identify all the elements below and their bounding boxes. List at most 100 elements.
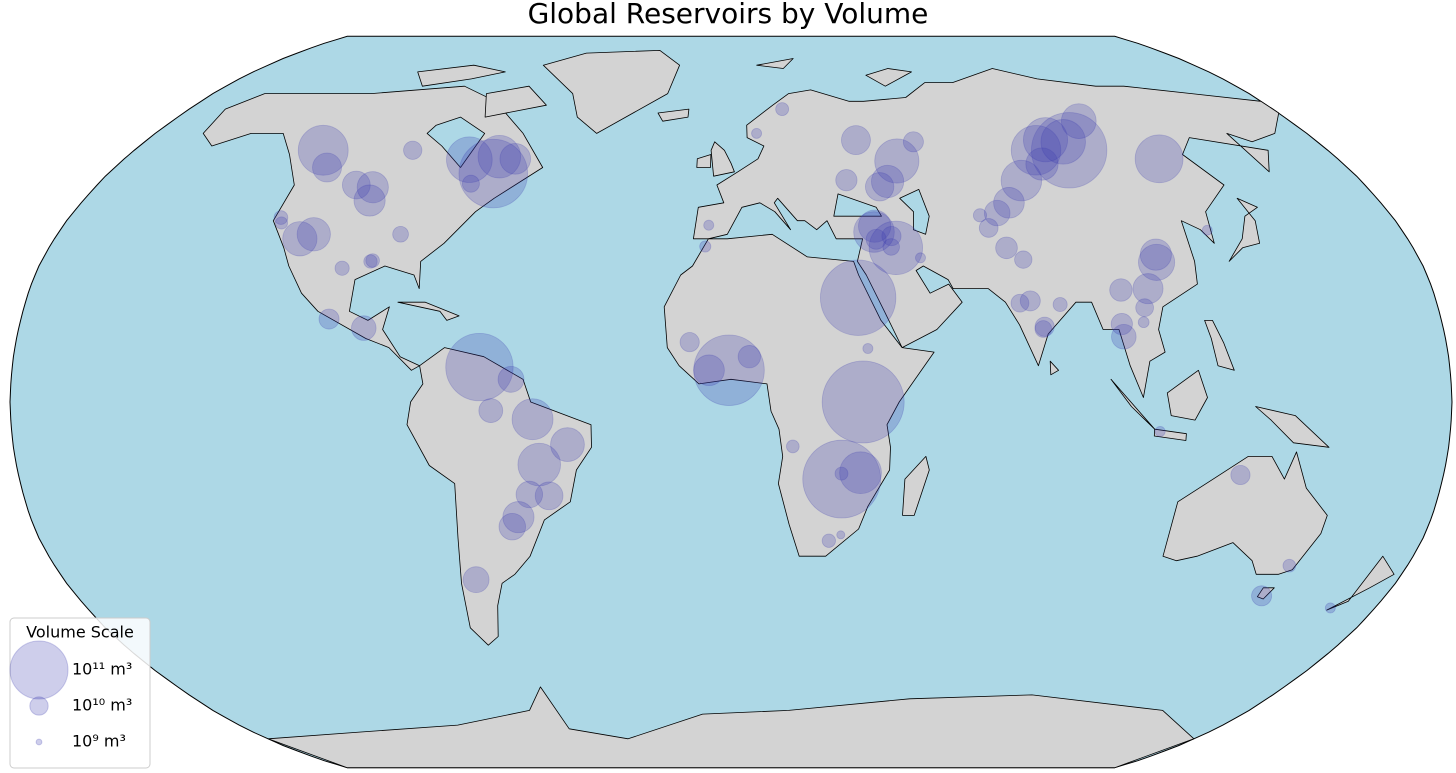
reservoir-bubble — [871, 164, 905, 199]
reservoir-bubble — [1138, 243, 1176, 281]
reservoir-bubble — [297, 124, 349, 176]
reservoir-bubble — [972, 208, 987, 223]
reservoir-bubble — [498, 513, 526, 541]
land — [663, 233, 935, 557]
reservoir-bubble — [1014, 250, 1033, 269]
reservoir-bubble — [1230, 464, 1251, 486]
reservoir-bubble — [703, 219, 715, 231]
land — [696, 154, 712, 168]
reservoir-bubble — [312, 152, 342, 183]
reservoir-bubble — [1154, 426, 1166, 437]
reservoir-bubble — [984, 199, 1011, 227]
reservoir-bubble — [1034, 320, 1053, 338]
reservoir-layer — [273, 102, 1336, 614]
reservoir-bubble — [1282, 558, 1297, 573]
map-title: Global Reservoirs by Volume — [528, 0, 929, 30]
reservoir-bubble — [1135, 298, 1154, 317]
reservoir-bubble — [499, 143, 532, 175]
land — [484, 85, 547, 118]
land — [1049, 360, 1059, 376]
legend-label: 10⁹ m³ — [72, 732, 126, 751]
legend-box — [9, 617, 151, 769]
reservoir-bubble — [874, 138, 920, 184]
reservoir-bubble — [786, 439, 800, 454]
reservoir-bubble — [318, 308, 340, 330]
reservoir-bubble — [1023, 117, 1068, 163]
land — [1257, 587, 1275, 600]
reservoir-bubble — [1324, 602, 1336, 614]
legend-label: 10¹¹ m³ — [72, 660, 132, 679]
reservoir-bubble — [511, 398, 554, 441]
land — [710, 141, 735, 177]
reservoir-bubble — [1040, 119, 1086, 165]
reservoir-bubble — [751, 127, 763, 139]
reservoir-bubble — [445, 332, 514, 402]
lake — [833, 193, 882, 217]
land — [756, 58, 794, 69]
reservoir-bubble — [865, 172, 895, 202]
reservoir-bubble — [821, 360, 905, 444]
reservoir-bubble — [1137, 316, 1150, 329]
reservoir-bubble — [478, 398, 504, 423]
reservoir-bubble — [1201, 224, 1213, 236]
legend-marker — [35, 738, 43, 746]
reservoir-bubble — [995, 236, 1018, 260]
reservoir-bubble — [802, 439, 881, 519]
reservoir-bubble — [699, 240, 712, 253]
reservoir-bubble — [1132, 273, 1164, 305]
reservoir-bubble — [1109, 278, 1133, 302]
land — [657, 108, 690, 122]
reservoir-bubble — [915, 252, 926, 264]
reservoir-bubble — [835, 169, 858, 192]
reservoir-bubble — [1010, 125, 1062, 176]
reservoir-bubble — [502, 501, 535, 534]
reservoir-bubble — [403, 140, 423, 160]
reservoir-bubble — [392, 225, 409, 243]
land — [1326, 555, 1395, 611]
reservoir-bubble — [853, 211, 895, 253]
land — [1153, 428, 1187, 441]
reservoir-bubble — [534, 481, 564, 511]
reservoir-bubble — [820, 259, 897, 336]
reservoir-bubble — [858, 209, 892, 243]
reservoir-bubble — [462, 566, 490, 594]
lake — [899, 189, 930, 235]
reservoir-bubble — [839, 451, 882, 495]
reservoir-bubble — [978, 218, 999, 238]
reservoir-bubble — [1110, 312, 1133, 336]
reservoir-bubble — [353, 184, 386, 217]
land — [1228, 197, 1260, 262]
legend-marker — [9, 640, 69, 700]
land — [1255, 406, 1330, 448]
reservoir-bubble — [446, 136, 493, 183]
land — [1110, 378, 1156, 430]
land — [397, 301, 460, 321]
reservoir-bubble — [273, 210, 289, 225]
reservoir-bubble — [993, 187, 1025, 219]
reservoir-bubble — [1000, 159, 1043, 202]
reservoir-bubble — [737, 345, 761, 369]
reservoir-bubble — [274, 216, 288, 230]
reservoir-bubble — [351, 315, 377, 341]
land-layer — [202, 50, 1395, 769]
land — [406, 347, 592, 646]
reservoir-bubble — [902, 131, 924, 153]
reservoir-bubble — [341, 170, 371, 200]
reservoir-bubble — [868, 220, 923, 275]
land — [267, 686, 1195, 769]
reservoir-bubble — [497, 365, 525, 393]
land — [1204, 320, 1235, 371]
reservoir-bubble — [458, 138, 528, 209]
reservoir-bubble — [1052, 297, 1068, 312]
reservoir-bubble — [1251, 585, 1273, 607]
legend-label: 10¹⁰ m³ — [72, 696, 132, 715]
reservoir-bubble — [515, 480, 544, 509]
reservoir-bubble — [462, 174, 480, 193]
reservoir-bubble — [477, 134, 522, 179]
reservoir-bubble — [693, 334, 765, 406]
reservoir-bubble — [282, 221, 318, 257]
reservoir-bubble — [841, 125, 871, 156]
legend: Volume Scale 10¹¹ m³ 10¹⁰ m³ 10⁹ m³ — [9, 617, 151, 769]
